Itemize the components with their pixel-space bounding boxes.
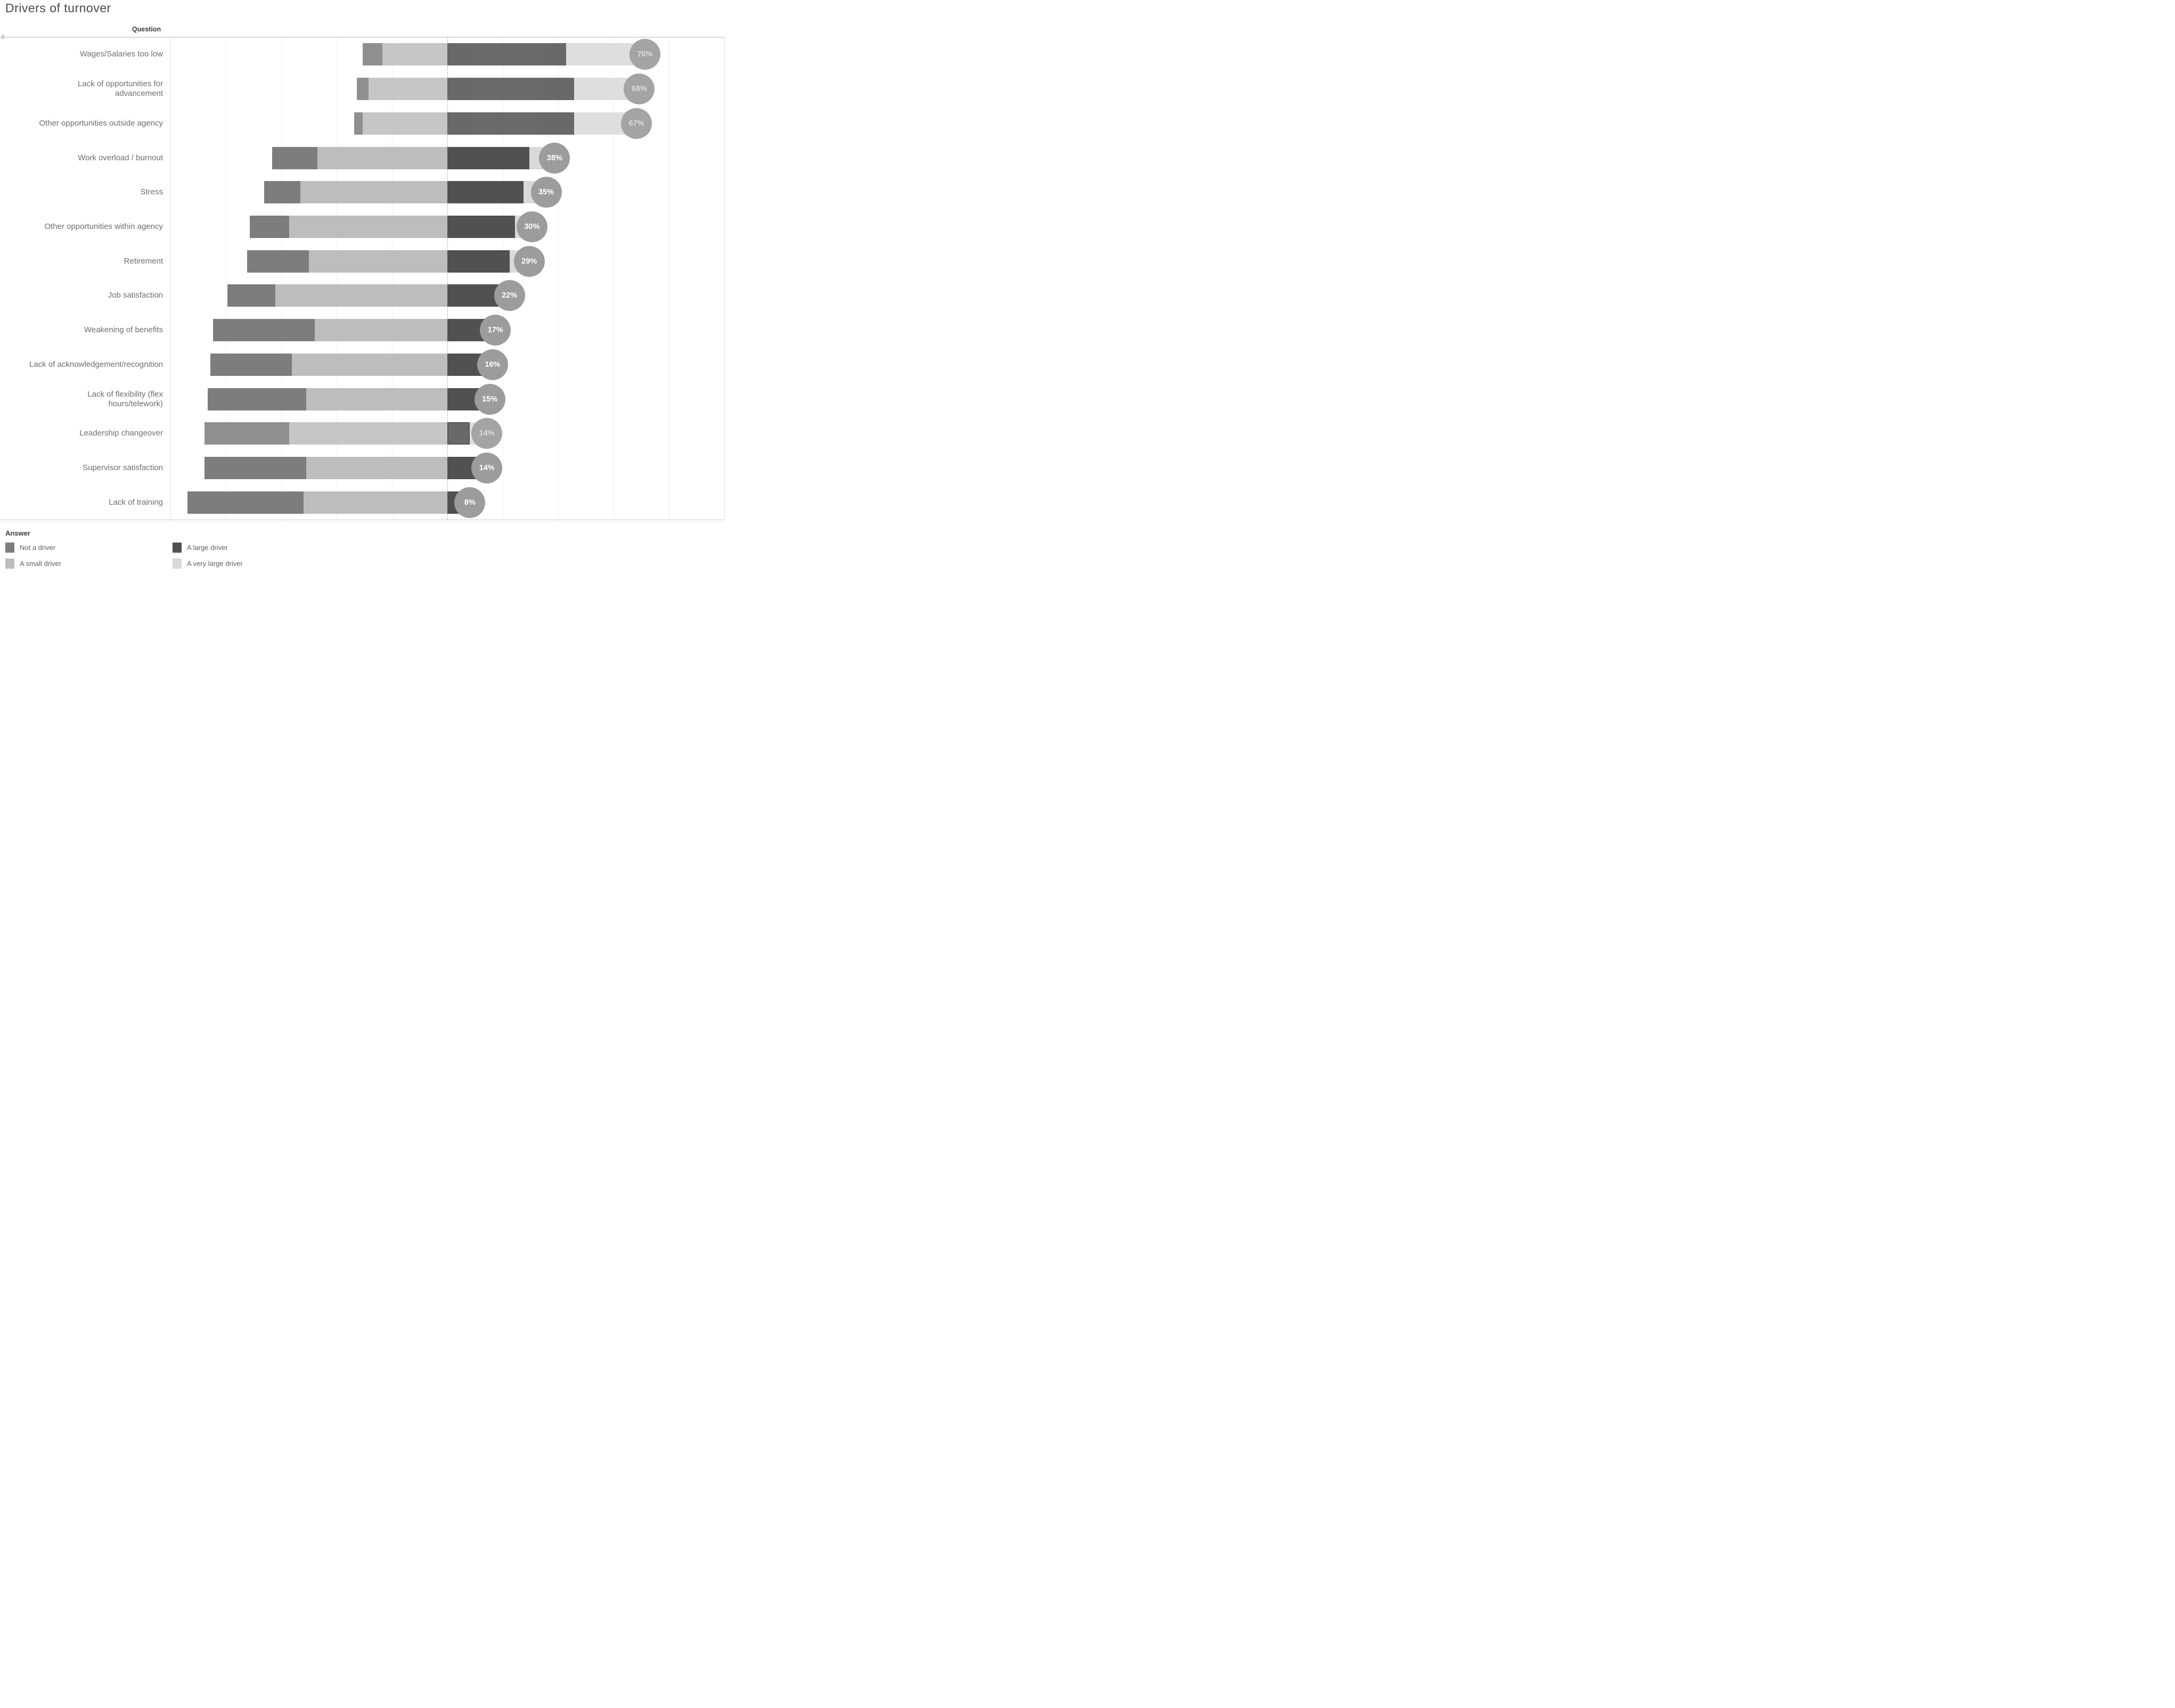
row-label[interactable]: Lack of opportunities for advancement bbox=[77, 79, 163, 98]
pct-bubble[interactable]: 16% bbox=[477, 349, 508, 380]
pct-bubble[interactable]: 30% bbox=[517, 211, 547, 242]
row-label[interactable]: Work overload / burnout bbox=[78, 153, 163, 162]
column-header-question[interactable]: Question bbox=[132, 26, 161, 33]
bar-segment-a-small-driver[interactable] bbox=[309, 250, 447, 273]
bar-segment-not-a-driver[interactable] bbox=[247, 250, 309, 273]
row-label[interactable]: Other opportunities outside agency bbox=[39, 118, 163, 128]
bar-segment-not-a-driver[interactable] bbox=[264, 181, 301, 204]
zero-reference-line bbox=[447, 37, 448, 520]
pct-bubble[interactable]: 15% bbox=[474, 383, 505, 415]
row-label[interactable]: Lack of acknowledgement/recognition bbox=[29, 359, 163, 369]
bar-segment-a-large-driver[interactable] bbox=[447, 78, 575, 101]
pct-bubble[interactable]: 14% bbox=[471, 452, 503, 483]
page-title: Drivers of turnover bbox=[5, 1, 111, 15]
bar-segment-a-small-driver[interactable] bbox=[289, 215, 447, 238]
header-separator-line bbox=[3, 37, 725, 38]
row-label[interactable]: Job satisfaction bbox=[108, 291, 163, 300]
gridline bbox=[281, 37, 282, 520]
row-label[interactable]: Supervisor satisfaction bbox=[83, 463, 163, 472]
legend-swatch-a-very-large-driver[interactable] bbox=[173, 559, 182, 569]
row-label[interactable]: Other opportunities within agency bbox=[44, 221, 163, 231]
legend-label: A very large driver bbox=[187, 560, 243, 568]
row-label[interactable]: Weakening of benefits bbox=[84, 325, 163, 335]
legend-swatch-a-small-driver[interactable] bbox=[5, 559, 14, 569]
bar-segment-not-a-driver[interactable] bbox=[205, 456, 306, 479]
legend-swatch-not-a-driver[interactable] bbox=[5, 543, 14, 553]
bar-segment-a-small-driver[interactable] bbox=[300, 181, 447, 204]
bar-segment-a-small-driver[interactable] bbox=[303, 491, 447, 514]
bar-segment-not-a-driver[interactable] bbox=[250, 215, 290, 238]
bar-segment-a-small-driver[interactable] bbox=[292, 353, 447, 376]
bar-segment-a-small-driver[interactable] bbox=[314, 319, 447, 342]
gridline bbox=[558, 37, 559, 520]
row-label[interactable]: Retirement bbox=[124, 256, 163, 266]
bar-segment-a-small-driver[interactable] bbox=[306, 456, 447, 479]
bar-segment-a-large-driver[interactable] bbox=[447, 112, 575, 135]
pct-bubble[interactable]: 22% bbox=[494, 280, 525, 311]
row-label[interactable]: Wages/Salaries too low bbox=[79, 50, 163, 59]
legend-title: Answer bbox=[5, 529, 30, 537]
bar-segment-a-small-driver[interactable] bbox=[362, 112, 447, 135]
legend-label: A small driver bbox=[20, 560, 62, 568]
legend-label: Not a driver bbox=[20, 544, 56, 552]
pct-bubble[interactable]: 17% bbox=[480, 315, 511, 346]
bar-segment-not-a-driver[interactable] bbox=[205, 422, 290, 445]
bar-segment-not-a-driver[interactable] bbox=[213, 319, 315, 342]
bar-segment-a-large-driver[interactable] bbox=[447, 181, 524, 204]
gridline bbox=[170, 37, 171, 520]
row-label[interactable]: Leadership changeover bbox=[79, 429, 163, 438]
chart-plot-area: 70% 68% 67% 38% 35% 30% 29% 22% 17% 16% 15% 14% 14% 8… bbox=[170, 37, 725, 520]
bar-segment-not-a-driver[interactable] bbox=[363, 43, 383, 66]
bar-segment-not-a-driver[interactable] bbox=[210, 353, 292, 376]
bar-segment-a-large-driver[interactable] bbox=[447, 250, 510, 273]
tableau-view: Drivers of turnover Question Wages/Salar… bbox=[0, 0, 725, 569]
pct-bubble[interactable]: 29% bbox=[513, 245, 545, 277]
legend-swatch-a-large-driver[interactable] bbox=[173, 543, 182, 553]
pct-bubble[interactable]: 70% bbox=[629, 39, 660, 70]
bar-segment-a-small-driver[interactable] bbox=[382, 43, 447, 66]
row-label[interactable]: Lack of flexibility (flex hours/telework… bbox=[87, 389, 163, 408]
pct-bubble[interactable]: 67% bbox=[621, 108, 652, 139]
bar-segment-a-small-driver[interactable] bbox=[306, 388, 447, 410]
bar-segment-not-a-driver[interactable] bbox=[357, 78, 369, 101]
bar-segment-a-small-driver[interactable] bbox=[368, 78, 447, 101]
bar-segment-a-large-driver[interactable] bbox=[447, 422, 470, 445]
bar-segment-not-a-driver[interactable] bbox=[187, 491, 304, 514]
bar-segment-not-a-driver[interactable] bbox=[227, 284, 275, 307]
legend-label: A large driver bbox=[187, 544, 228, 552]
bar-segment-a-small-driver[interactable] bbox=[317, 146, 447, 169]
pct-bubble[interactable]: 68% bbox=[624, 73, 655, 105]
row-label[interactable]: Lack of training bbox=[109, 497, 163, 507]
bar-segment-not-a-driver[interactable] bbox=[272, 146, 318, 169]
pct-bubble[interactable]: 14% bbox=[471, 418, 503, 449]
legend: Answer Not a driver A small driver A lar… bbox=[0, 525, 725, 569]
bar-segment-a-large-driver[interactable] bbox=[447, 146, 529, 169]
pct-bubble[interactable]: 8% bbox=[454, 487, 486, 518]
row-header-column: Wages/Salaries too low Lack of opportunit… bbox=[0, 37, 163, 520]
gridline bbox=[724, 37, 725, 520]
row-label[interactable]: Stress bbox=[140, 187, 163, 197]
pct-bubble[interactable]: 38% bbox=[539, 142, 570, 174]
gridline bbox=[392, 37, 393, 520]
bar-segment-not-a-driver[interactable] bbox=[354, 112, 363, 135]
bar-segment-not-a-driver[interactable] bbox=[207, 388, 306, 410]
pct-bubble[interactable]: 35% bbox=[530, 177, 562, 208]
bar-segment-a-large-driver[interactable] bbox=[447, 215, 516, 238]
bar-segment-a-large-driver[interactable] bbox=[447, 43, 566, 66]
bar-segment-a-small-driver[interactable] bbox=[289, 422, 447, 445]
bar-segment-a-small-driver[interactable] bbox=[275, 284, 447, 307]
